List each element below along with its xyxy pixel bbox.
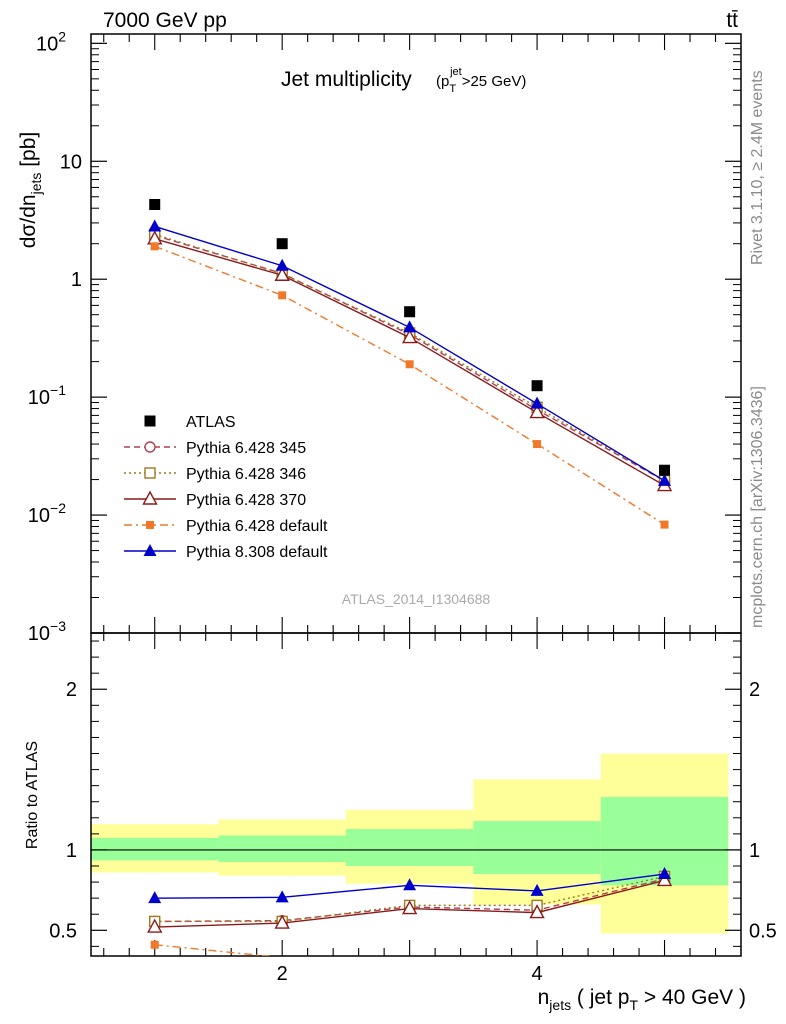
legend: ATLAS Pythia 6.428 345 Pythia 6.428 346 Pyt…	[124, 414, 328, 561]
series-ratio	[150, 940, 274, 956]
main-y-tick-label: 10−1	[28, 382, 66, 409]
ratio-y-tick-label-left: 0.5	[49, 920, 77, 942]
data-point	[530, 883, 544, 896]
header-right: tt̄	[726, 9, 738, 32]
data-point	[659, 464, 671, 476]
chart-title-cut: (pTjet>25 GeV)	[436, 66, 526, 95]
ratio-uncertainty-bands	[91, 753, 741, 934]
data-point	[529, 404, 545, 419]
ratio-plot-frame	[90, 632, 742, 957]
series-pythia-6-428-default	[150, 242, 669, 956]
main-y-tick-label: 10	[60, 151, 82, 173]
ratio-band-inner	[91, 837, 219, 861]
series-marks	[147, 198, 673, 956]
ratio-band-inner	[473, 821, 601, 875]
x-tick-label: 2	[277, 963, 288, 985]
main-y-tick-label: 1	[71, 269, 82, 291]
data-point	[529, 904, 545, 919]
ratio-y-axis-label: Ratio to ATLAS	[24, 741, 41, 849]
series-line	[154, 245, 665, 526]
data-point	[274, 266, 290, 281]
data-point	[150, 940, 159, 949]
series-pythia-6-428-370	[147, 230, 673, 933]
data-point	[276, 238, 288, 250]
series-line	[154, 233, 665, 482]
legend-label: ATLAS	[186, 414, 236, 431]
data-point	[275, 890, 289, 903]
ratio-y-tick-label-left: 2	[66, 679, 77, 701]
data-point	[144, 415, 156, 427]
legend-label: Pythia 6.428 346	[186, 466, 306, 483]
legend-label: Pythia 8.308 default	[186, 544, 328, 561]
data-point	[403, 878, 417, 891]
data-point	[142, 490, 158, 505]
main-y-tick-label: 10−3	[28, 618, 66, 645]
data-point	[660, 520, 669, 529]
data-point	[278, 291, 287, 300]
data-point	[401, 900, 418, 915]
series-pythia-8-308-default	[148, 219, 672, 904]
data-point	[658, 867, 672, 880]
series-ratio	[148, 867, 672, 904]
analysis-watermark: ATLAS_2014_I1304688	[342, 591, 491, 607]
data-point	[403, 320, 417, 333]
data-point	[531, 380, 543, 392]
data-point	[405, 360, 414, 369]
series-atlas	[149, 198, 671, 476]
data-point	[404, 306, 416, 318]
chart-title: Jet multiplicity	[281, 68, 412, 91]
legend-label: Pythia 6.428 345	[186, 440, 306, 457]
data-point	[274, 914, 290, 929]
series-ratio	[147, 872, 673, 933]
data-point	[148, 891, 162, 904]
ratio-y-tick-label-left: 1	[66, 840, 77, 862]
data-point	[147, 918, 163, 933]
ratio-y-tick-label-right: 2	[749, 679, 760, 701]
header-left: 7000 GeV pp	[103, 9, 227, 32]
data-point	[149, 198, 161, 210]
ratio-y-tick-label-right: 0.5	[749, 920, 777, 942]
legend-label: Pythia 6.428 default	[186, 518, 328, 535]
data-point	[150, 242, 159, 251]
data-point	[401, 329, 418, 344]
data-point	[148, 219, 162, 232]
data-point	[146, 521, 154, 529]
data-point	[275, 258, 289, 271]
main-y-axis-label: dσ/dnjets [pb]	[17, 132, 44, 249]
rivet-version-label: Rivet 3.1.10, ≥ 2.4M events	[749, 70, 766, 265]
x-tick-label: 4	[532, 963, 543, 985]
mcplots-reference-label: mcplots.cern.ch [arXiv:1306.3436]	[749, 386, 766, 628]
data-point	[656, 872, 673, 887]
ratio-band-inner	[218, 835, 346, 862]
data-point	[144, 467, 156, 479]
x-axis-label: njets ( jet pT > 40 GeV )	[538, 986, 746, 1013]
data-point	[530, 396, 544, 409]
legend-label: Pythia 6.428 370	[186, 492, 306, 509]
ratio-band-inner	[345, 829, 474, 867]
data-point	[144, 441, 156, 453]
data-point	[533, 440, 542, 449]
main-y-tick-label: 102	[36, 28, 66, 55]
data-point	[658, 473, 672, 486]
main-y-tick-label: 10−2	[28, 500, 66, 527]
series-ratio-line	[154, 944, 274, 956]
ratio-y-tick-label-right: 1	[749, 840, 760, 862]
data-point	[143, 544, 157, 556]
